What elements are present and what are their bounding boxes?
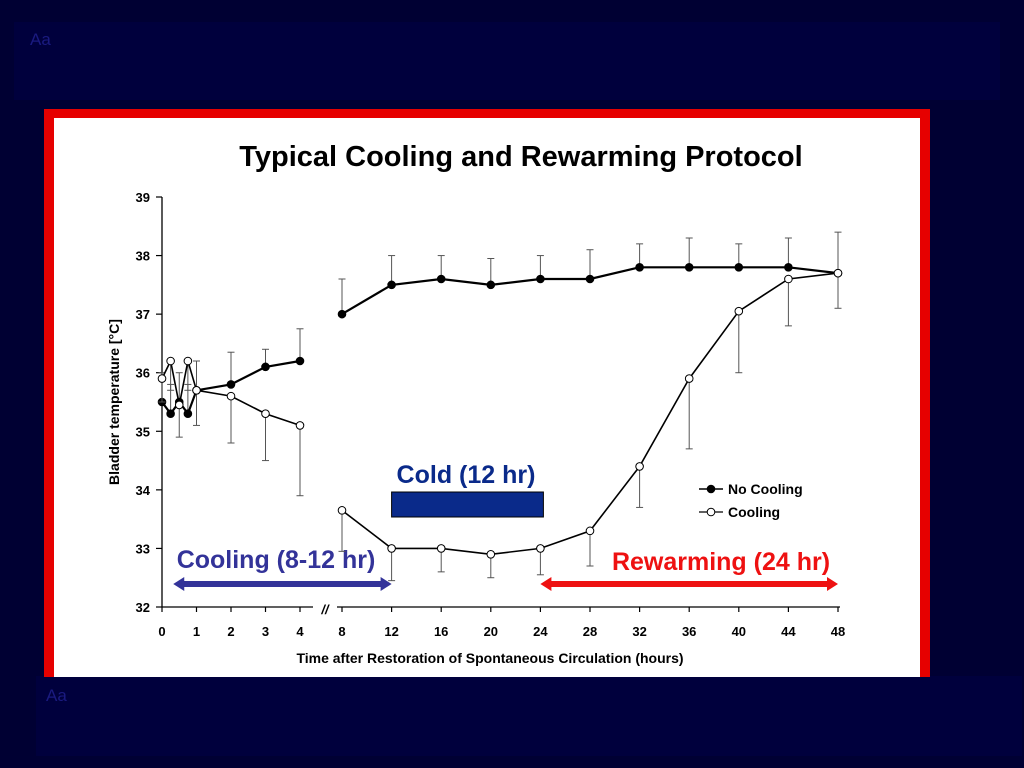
x-tick-label: 1 xyxy=(193,624,200,639)
data-point-cooling xyxy=(436,544,446,553)
y-tick-label: 38 xyxy=(136,249,150,264)
data-point-cooling xyxy=(684,374,694,383)
chart-title: Typical Cooling and Rewarming Protocol xyxy=(239,141,802,173)
x-tick-label: 8 xyxy=(338,624,345,639)
y-tick-label: 34 xyxy=(136,483,151,498)
legend-cooling-marker xyxy=(706,507,716,517)
series-cooling xyxy=(157,268,843,582)
series-layer xyxy=(157,231,843,582)
data-point-no-cooling xyxy=(183,409,193,419)
data-point-cooling xyxy=(183,356,193,366)
data-point-cooling xyxy=(226,391,236,401)
data-point-no-cooling xyxy=(635,262,644,272)
data-point-no-cooling xyxy=(585,274,595,284)
data-point-no-cooling xyxy=(337,309,347,319)
axis-break-gap xyxy=(313,598,337,616)
y-tick-label: 35 xyxy=(136,424,150,439)
data-point-no-cooling xyxy=(536,274,545,284)
data-point-no-cooling xyxy=(436,274,446,284)
y-tick-label: 32 xyxy=(136,600,150,615)
data-point-cooling xyxy=(192,385,201,395)
axis-break-mark: // xyxy=(320,602,330,617)
data-point-cooling xyxy=(585,526,595,536)
data-point-no-cooling xyxy=(261,362,270,372)
data-point-cooling xyxy=(387,544,396,553)
x-tick-label: 16 xyxy=(434,624,448,639)
y-tick-label: 36 xyxy=(136,366,150,381)
data-point-cooling xyxy=(295,421,305,430)
body-placeholder-text: Aa xyxy=(46,686,67,705)
cold-bar xyxy=(391,491,544,518)
cooling-label: Cooling (8-12 hr) xyxy=(177,546,376,574)
body-placeholder-band xyxy=(36,676,1022,756)
x-tick-label: 24 xyxy=(533,624,548,639)
title-placeholder-text: Aa xyxy=(30,30,51,49)
data-point-cooling xyxy=(166,356,175,366)
data-point-cooling xyxy=(157,374,167,383)
x-tick-label: 32 xyxy=(632,624,646,639)
x-tick-label: 28 xyxy=(583,624,597,639)
annotations: Cold (12 hr) Cooling (8-12 hr) Rewarming… xyxy=(173,461,838,591)
cooling-arrow-head-right xyxy=(380,577,392,591)
rewarming-arrow xyxy=(540,577,838,591)
y-tick-label: 39 xyxy=(136,190,150,205)
data-point-no-cooling xyxy=(226,380,236,389)
legend-cooling-label: Cooling xyxy=(728,504,780,520)
x-tick-label: 0 xyxy=(158,624,165,639)
data-point-cooling xyxy=(833,268,843,278)
legend-no-cooling-label: No Cooling xyxy=(728,481,803,497)
data-point-no-cooling xyxy=(166,409,175,419)
data-point-no-cooling xyxy=(486,280,496,290)
series-line-cooling xyxy=(161,358,301,427)
y-tick-label: 37 xyxy=(136,307,150,322)
data-point-cooling xyxy=(261,409,270,419)
rewarming-arrow-head-right xyxy=(827,577,838,591)
title-placeholder-band xyxy=(14,22,1000,100)
x-tick-label: 4 xyxy=(296,624,304,639)
cold-label: Cold (12 hr) xyxy=(397,461,536,489)
y-tick-label: 33 xyxy=(136,541,150,556)
x-axis-label: Time after Restoration of Spontaneous Ci… xyxy=(296,650,683,666)
data-point-no-cooling xyxy=(784,262,793,272)
data-point-cooling xyxy=(174,400,184,410)
rewarming-label: Rewarming (24 hr) xyxy=(612,548,830,576)
data-point-no-cooling xyxy=(734,262,744,272)
data-point-no-cooling xyxy=(295,356,305,366)
axis-break: // xyxy=(313,598,337,617)
data-point-no-cooling xyxy=(387,280,396,290)
x-tick-label: 40 xyxy=(732,624,746,639)
data-point-cooling xyxy=(486,549,496,559)
legend: No Cooling Cooling xyxy=(699,481,803,520)
y-ticks: 32 33 34 35 36 37 38 39 xyxy=(136,190,162,615)
x-tick-label: 20 xyxy=(484,624,498,639)
legend-no-cooling-marker xyxy=(706,484,716,494)
data-point-cooling xyxy=(734,306,744,316)
x-tick-label: 3 xyxy=(262,624,269,639)
cooling-arrow-head-left xyxy=(173,577,185,591)
data-point-cooling xyxy=(784,274,793,284)
x-tick-label: 12 xyxy=(384,624,398,639)
rewarming-arrow-head-left xyxy=(540,577,552,591)
x-tick-label: 48 xyxy=(831,624,845,639)
data-point-cooling xyxy=(337,506,347,515)
x-tick-label: 36 xyxy=(682,624,696,639)
data-point-cooling xyxy=(536,544,545,553)
series-no-cooling xyxy=(157,231,843,419)
y-axis-label: Bladder temperature [°C] xyxy=(106,319,122,485)
x-tick-label: 2 xyxy=(227,624,234,639)
data-point-no-cooling xyxy=(684,262,694,272)
x-tick-label: 44 xyxy=(781,624,796,639)
data-point-cooling xyxy=(635,462,644,471)
x-ticks: 0 1 2 3 4 8 12 16 20 24 28 32 36 40 44 48 xyxy=(158,607,845,639)
cooling-arrow xyxy=(173,577,392,591)
